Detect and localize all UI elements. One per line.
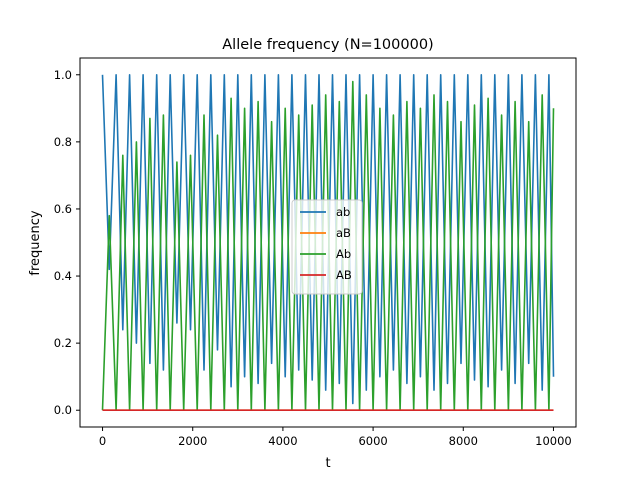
x-axis-label: t [325,456,330,471]
y-tick-label: 0.6 [54,202,72,216]
x-tick-label: 0 [99,434,106,448]
y-axis-label: frequency [28,210,43,276]
chart-title: Allele frequency (N=100000) [222,37,433,53]
legend: ab aB Ab AB [291,199,363,295]
y-axis-ticks: 0.0 0.2 0.4 0.6 0.8 1.0 [54,68,80,417]
x-tick-label: 2000 [178,434,207,448]
x-tick-label: 4000 [268,434,297,448]
legend-label-Ab: Ab [336,247,351,261]
x-tick-label: 6000 [358,434,387,448]
y-tick-label: 1.0 [54,68,72,82]
legend-frame [291,199,363,295]
x-tick-label: 10000 [535,434,572,448]
legend-label-aB: aB [336,226,351,240]
x-axis-ticks: 0 2000 4000 6000 8000 10000 [99,427,572,448]
legend-label-ab: ab [336,205,350,219]
y-tick-label: 0.4 [54,269,72,283]
axes-frame [79,57,577,428]
x-tick-label: 8000 [449,434,478,448]
y-tick-label: 0.0 [54,403,72,417]
y-tick-label: 0.2 [54,336,72,350]
y-tick-label: 0.8 [54,135,72,149]
legend-label-AB: AB [336,268,352,282]
